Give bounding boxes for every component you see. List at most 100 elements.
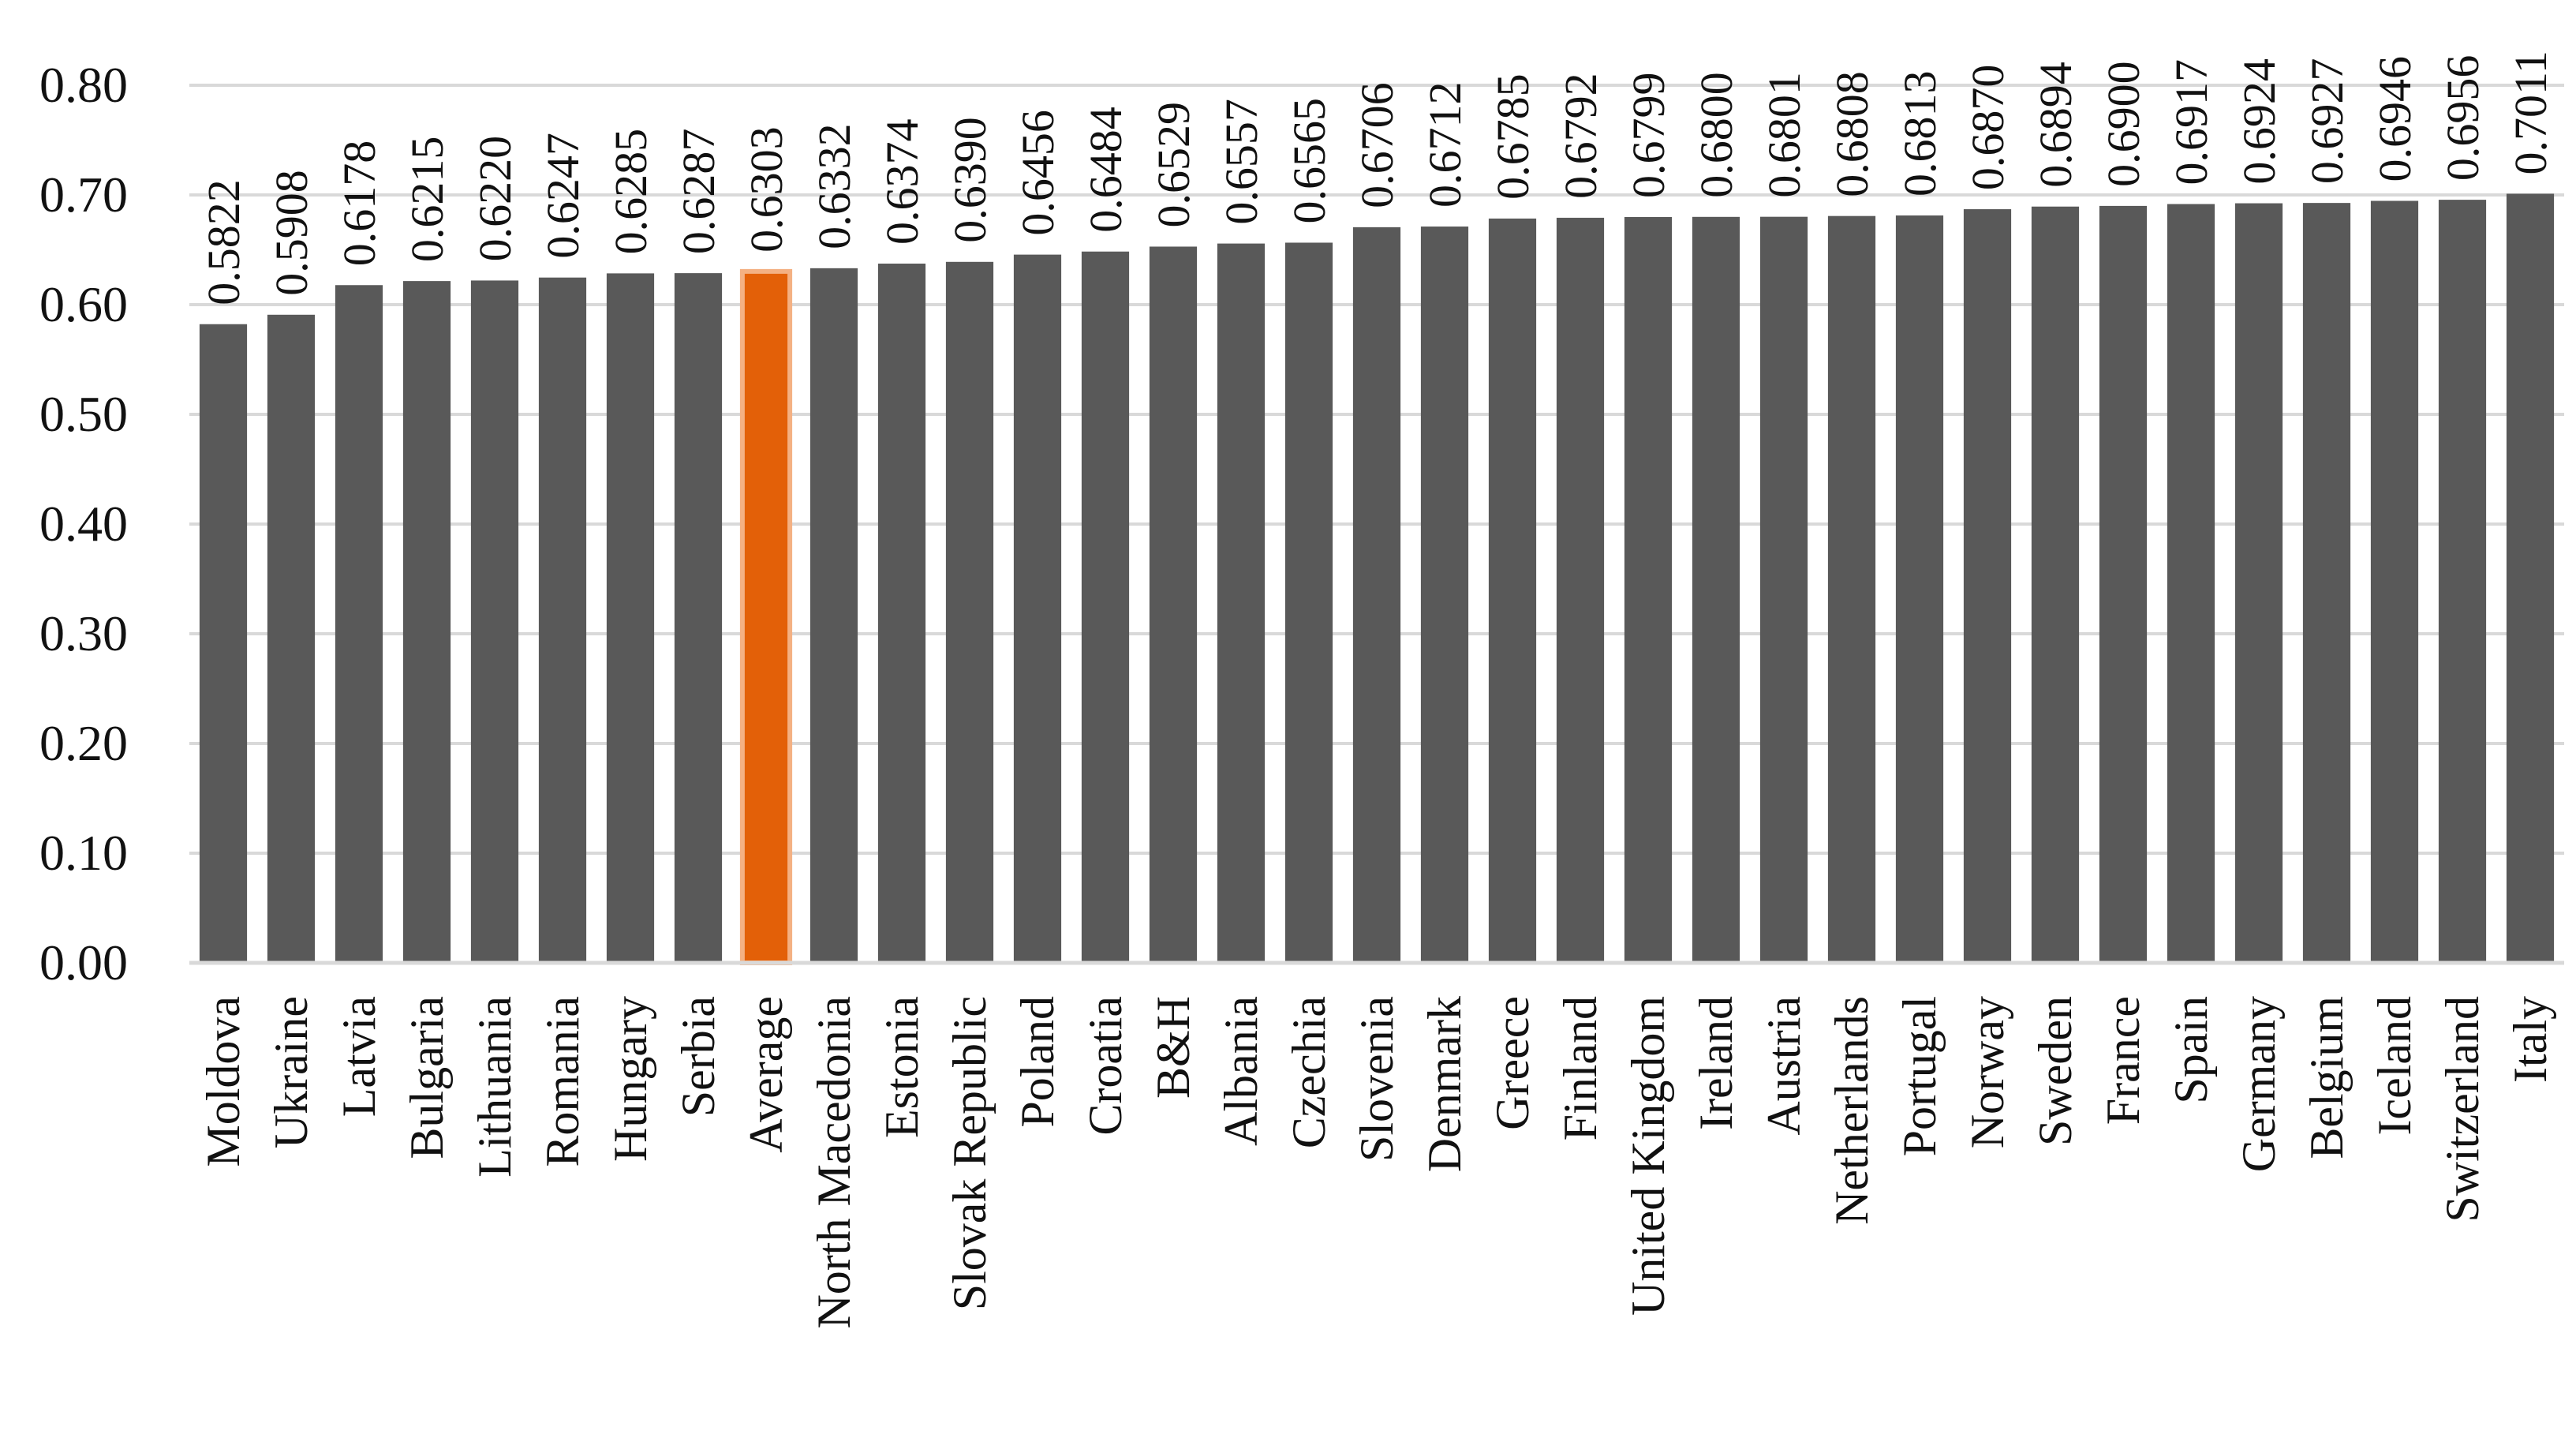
category-label: Hungary xyxy=(604,996,656,1162)
data-label: 0.6287 xyxy=(673,129,724,255)
data-label: 0.6456 xyxy=(1012,110,1064,236)
bar-greece xyxy=(1488,218,1537,963)
bar-iceland xyxy=(2370,200,2419,964)
data-label: 0.6712 xyxy=(1419,82,1471,208)
bar-poland xyxy=(1013,254,1062,964)
category-label: Slovak Republic xyxy=(944,996,996,1310)
data-label: 0.6565 xyxy=(1284,98,1335,224)
data-label: 0.6178 xyxy=(334,140,385,267)
data-label: 0.6800 xyxy=(1691,72,1742,198)
category-label: Serbia xyxy=(672,996,724,1117)
bar-norway xyxy=(1963,209,2012,963)
category-label: Sweden xyxy=(2029,996,2081,1146)
data-label: 0.6927 xyxy=(2301,58,2353,185)
bar-portugal xyxy=(1895,215,1944,963)
bar-moldova xyxy=(199,324,248,963)
bar-croatia xyxy=(1081,251,1130,963)
bar-slovak-republic xyxy=(945,261,994,963)
data-label: 0.6220 xyxy=(469,136,521,262)
data-label: 0.6285 xyxy=(605,129,656,255)
category-label: Poland xyxy=(1011,996,1064,1128)
data-label: 0.5822 xyxy=(198,179,249,305)
data-label: 0.7011 xyxy=(2505,51,2556,174)
category-label: United Kingdom xyxy=(1622,996,1674,1316)
data-label: 0.6813 xyxy=(1894,70,1946,197)
data-label: 0.6900 xyxy=(2098,61,2149,187)
data-label: 0.6785 xyxy=(1487,73,1538,200)
data-label: 0.6808 xyxy=(1826,71,1878,197)
category-label: Belgium xyxy=(2301,996,2353,1159)
bar-lithuania xyxy=(470,280,519,963)
data-label: 0.6529 xyxy=(1148,102,1199,228)
data-label: 0.6917 xyxy=(2166,59,2217,185)
bar-sweden xyxy=(2031,206,2080,963)
data-label: 0.6374 xyxy=(877,119,928,245)
data-label: 0.6801 xyxy=(1759,72,1810,198)
bar-albania xyxy=(1217,243,1266,963)
category-label: Netherlands xyxy=(1826,996,1878,1225)
data-label: 0.6390 xyxy=(944,117,996,243)
category-label: Czechia xyxy=(1283,996,1335,1148)
bar-romania xyxy=(538,277,587,963)
y-tick-label: 0.50 xyxy=(39,386,128,442)
data-label: 0.6215 xyxy=(402,137,453,263)
data-label: 0.6303 xyxy=(741,126,792,253)
category-label: Romania xyxy=(537,996,589,1167)
bar-finland xyxy=(1556,217,1605,963)
data-label: 0.6332 xyxy=(809,123,860,249)
category-label: Bulgaria xyxy=(401,996,453,1159)
category-label: Albania xyxy=(1215,996,1267,1146)
category-label: Ukraine xyxy=(265,996,317,1148)
category-label: Spain xyxy=(2165,996,2217,1104)
y-tick-label: 0.40 xyxy=(39,496,128,552)
y-tick-label: 0.00 xyxy=(39,934,128,990)
y-tick-label: 0.30 xyxy=(39,605,128,661)
y-tick-label: 0.80 xyxy=(39,57,128,113)
bar-b-h xyxy=(1149,246,1198,963)
bar-denmark xyxy=(1420,227,1469,964)
bar-ukraine xyxy=(267,314,316,964)
category-label: Slovenia xyxy=(1351,996,1403,1162)
category-label: Finland xyxy=(1554,996,1606,1140)
bars xyxy=(199,193,2555,965)
data-label: 0.6247 xyxy=(537,133,589,259)
y-tick-label: 0.20 xyxy=(39,715,128,771)
data-label: 0.6870 xyxy=(1962,65,2013,191)
bar-latvia xyxy=(335,285,383,963)
bar-france xyxy=(2099,205,2148,963)
category-label: Lithuania xyxy=(469,996,521,1178)
bar-germany xyxy=(2234,203,2283,964)
bar-hungary xyxy=(606,273,655,963)
category-label: Denmark xyxy=(1419,996,1471,1172)
data-label: 0.6956 xyxy=(2437,55,2488,182)
category-label: Iceland xyxy=(2368,996,2421,1136)
y-tick-label: 0.60 xyxy=(39,276,128,332)
category-label: Portugal xyxy=(1894,996,1946,1156)
bar-czechia xyxy=(1284,242,1333,964)
bar-average xyxy=(739,268,793,965)
bar-belgium xyxy=(2302,203,2351,964)
category-label: France xyxy=(2097,996,2149,1125)
data-label: 0.6894 xyxy=(2030,62,2081,188)
category-label: Estonia xyxy=(876,996,928,1138)
data-label: 0.6557 xyxy=(1216,99,1267,225)
data-label: 0.6946 xyxy=(2369,56,2421,182)
category-label: Croatia xyxy=(1079,996,1131,1136)
category-label: Norway xyxy=(1961,996,2013,1148)
category-label: Austria xyxy=(1758,996,1810,1136)
data-labels: 0.5822 0.5908 0.6178 0.6215 0.6220 0.6247 0.62… xyxy=(198,51,2556,305)
category-label: Greece xyxy=(1486,996,1538,1130)
bar-spain xyxy=(2167,204,2215,963)
data-label: 0.5908 xyxy=(266,170,317,296)
data-label: 0.6799 xyxy=(1623,72,1674,198)
category-label: Italy xyxy=(2504,996,2556,1083)
data-label: 0.6792 xyxy=(1555,73,1606,199)
category-label: Ireland xyxy=(1690,996,1742,1130)
bar-switzerland xyxy=(2438,200,2487,964)
data-label: 0.6924 xyxy=(2234,58,2285,185)
category-label: Switzerland xyxy=(2436,996,2488,1223)
data-label: 0.6706 xyxy=(1352,82,1403,208)
category-label: B&H xyxy=(1147,996,1199,1099)
category-label: Germany xyxy=(2233,996,2285,1172)
